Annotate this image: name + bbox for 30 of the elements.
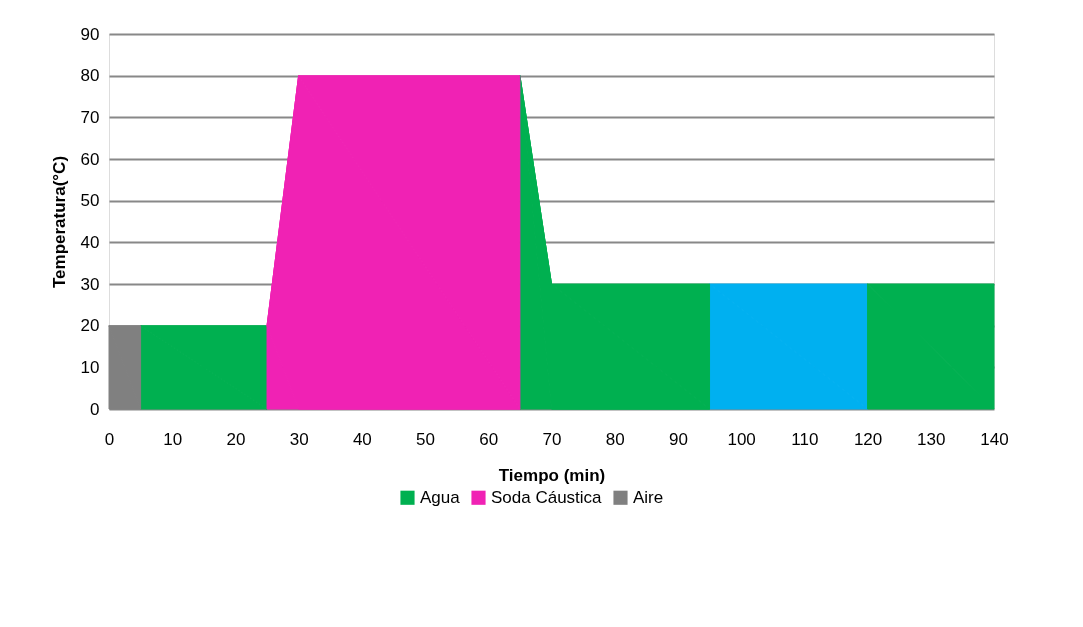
x-tick-label: 30 — [289, 429, 309, 449]
x-tick-label: 90 — [668, 429, 688, 449]
y-tick-label: 0 — [90, 399, 100, 419]
x-tick-label: 140 — [980, 429, 1009, 449]
x-tick-label: 50 — [416, 429, 436, 449]
legend-label: Agua — [420, 487, 461, 507]
x-tick-label: 10 — [163, 429, 183, 449]
y-tick-label: 80 — [80, 66, 100, 86]
x-tick-label: 40 — [352, 429, 372, 449]
y-tick-label: 90 — [80, 24, 100, 44]
x-tick-label: 120 — [853, 429, 883, 449]
x-axis-title: Tiempo (min) — [498, 465, 606, 485]
x-tick-label: 100 — [727, 429, 756, 449]
x-tick-label: 130 — [917, 429, 946, 449]
legend-label: Aire — [633, 487, 664, 507]
x-tick-label: 60 — [479, 429, 499, 449]
legend-label: Soda Cáustica — [491, 487, 603, 507]
x-tick-label: 110 — [791, 429, 819, 449]
y-tick-label: 10 — [80, 357, 100, 377]
x-tick-label: 0 — [104, 429, 115, 449]
y-tick-label: 30 — [80, 274, 100, 294]
x-tick-label: 20 — [226, 429, 246, 449]
x-tick-label: 80 — [605, 429, 625, 449]
x-tick-label: 70 — [542, 429, 562, 449]
y-axis-title: Temperatura(°C) — [49, 155, 69, 289]
y-tick-label: 20 — [80, 316, 100, 336]
y-tick-label: 40 — [80, 232, 100, 252]
y-tick-label: 50 — [80, 191, 100, 211]
y-tick-label: 70 — [80, 107, 100, 127]
y-tick-label: 60 — [80, 149, 100, 169]
